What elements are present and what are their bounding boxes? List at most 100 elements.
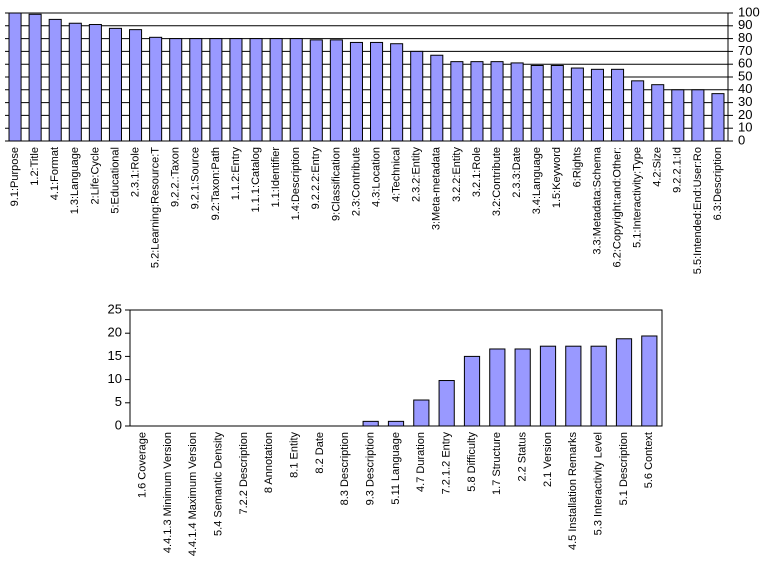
x-tick-label: 1.4:Description bbox=[290, 147, 302, 220]
x-tick-label: 1.1.1:Catalog bbox=[250, 147, 262, 212]
bar bbox=[8, 12, 22, 142]
x-tick-label: 4.4.1.4 Maximum Version bbox=[187, 432, 199, 556]
x-tick-label: 5.5:Intended:End:User:Ro bbox=[692, 147, 704, 274]
x-tick-label: 9:Classification bbox=[330, 147, 342, 221]
x-tick-label: 2:Life:Cycle bbox=[89, 147, 101, 204]
y-tick-label: 20 bbox=[738, 107, 752, 122]
x-tick-label: 3.3:Metadata:Schema bbox=[591, 146, 603, 255]
x-tick-label: 5.1 Description bbox=[618, 432, 630, 505]
y-tick-label: 60 bbox=[738, 56, 752, 71]
bar bbox=[470, 61, 484, 142]
bar bbox=[570, 67, 584, 142]
x-tick-label: 1.1.2:Entry bbox=[230, 147, 242, 201]
bar bbox=[463, 355, 481, 427]
bar bbox=[489, 348, 506, 427]
bar bbox=[413, 399, 430, 427]
x-tick-label: 9.2:Taxon:Path bbox=[210, 147, 222, 220]
x-tick-label: 4.2:Size bbox=[652, 147, 664, 187]
bar bbox=[88, 24, 102, 142]
x-tick-label: 3:Meta-metadata bbox=[431, 146, 443, 230]
y-tick-label: 15 bbox=[108, 348, 122, 363]
x-tick-label: 8.3 Description bbox=[339, 432, 351, 505]
y-tick-label: 70 bbox=[738, 43, 752, 58]
bar bbox=[550, 64, 564, 142]
x-tick-label: 5.3 Interactivity Level bbox=[593, 432, 605, 535]
bar bbox=[269, 38, 283, 142]
bar bbox=[370, 41, 384, 142]
bar bbox=[565, 345, 582, 427]
bar bbox=[28, 13, 42, 142]
y-tick-label: 5 bbox=[115, 394, 122, 409]
x-tick-label: 3.4:Language bbox=[531, 147, 543, 214]
bar bbox=[209, 38, 223, 142]
x-tick-label: 5.1:Interactivity:Type bbox=[632, 147, 644, 248]
bar bbox=[229, 38, 243, 142]
plot-frame bbox=[129, 309, 663, 427]
x-tick-label: 4.7 Duration bbox=[415, 432, 427, 492]
x-tick-label: 5.6 Context bbox=[643, 432, 655, 488]
bar bbox=[390, 43, 404, 142]
x-tick-label: 7.2.2 Description bbox=[238, 432, 250, 515]
x-tick-label: 3.2.2:Entity bbox=[451, 147, 463, 203]
x-tick-label: 5.2:Learning:Resource:T bbox=[150, 147, 162, 268]
y-tick-label: 0 bbox=[115, 417, 122, 432]
x-tick-label: 8.2 Date bbox=[314, 432, 326, 474]
bar bbox=[631, 80, 645, 142]
bar bbox=[149, 36, 163, 142]
bar bbox=[108, 27, 122, 142]
x-tick-label: 9.2.2.:Taxon bbox=[170, 147, 182, 207]
x-tick-label: 1.7 Structure bbox=[491, 432, 503, 495]
bar bbox=[615, 338, 633, 427]
x-tick-label: 4.5 Installation Remarks bbox=[567, 432, 579, 550]
bar bbox=[438, 380, 455, 427]
x-tick-label: 1.2:Title bbox=[29, 147, 41, 186]
bar bbox=[68, 22, 82, 142]
bar bbox=[651, 84, 665, 142]
x-tick-label: 6.3:Description bbox=[712, 147, 724, 220]
x-tick-label: 4.1:Format bbox=[49, 147, 61, 200]
x-tick-label: 1.5:Keyword bbox=[551, 147, 563, 208]
bar bbox=[249, 38, 263, 142]
x-tick-label: 2.3.2:Entity bbox=[411, 147, 423, 203]
x-tick-label: 1.1:Identifier bbox=[270, 147, 282, 208]
bar bbox=[530, 64, 544, 142]
x-tick-label: 2.1 Version bbox=[542, 432, 554, 487]
y-tick-label: 20 bbox=[108, 325, 122, 340]
x-tick-label: 4:Technical bbox=[391, 147, 403, 202]
y-tick-label: 30 bbox=[738, 94, 752, 109]
x-tick-label: 5.8 Difficulty bbox=[466, 432, 478, 492]
x-tick-label: 3.2.1:Role bbox=[471, 147, 483, 197]
y-tick-label: 25 bbox=[108, 301, 122, 316]
x-tick-label: 5.11 Language bbox=[390, 432, 402, 505]
x-tick-label: 1.3:Language bbox=[69, 147, 81, 214]
x-tick-label: 9.1:Purpose bbox=[9, 147, 21, 206]
x-tick-label: 9.2.2.1:Id bbox=[672, 147, 684, 193]
bar bbox=[309, 39, 323, 142]
y-tick-label: 90 bbox=[738, 17, 752, 32]
y-tick-label: 100 bbox=[738, 4, 760, 19]
y-tick-label: 10 bbox=[108, 371, 122, 386]
x-tick-label: 3.2:Contribute bbox=[491, 147, 503, 216]
bar bbox=[641, 335, 658, 427]
x-tick-label: 8 Annotation bbox=[263, 432, 275, 493]
x-tick-label: 8.1 Entity bbox=[289, 432, 301, 478]
y-tick-label: 10 bbox=[738, 120, 752, 135]
x-tick-label: 4.3:Location bbox=[370, 147, 382, 207]
bar bbox=[450, 61, 464, 142]
x-tick-label: 5:Educational bbox=[109, 147, 121, 214]
bar bbox=[410, 50, 424, 142]
x-tick-label: 4.4.1.3 Minimum Version bbox=[162, 432, 174, 553]
bar bbox=[329, 39, 343, 142]
y-tick-label: 0 bbox=[738, 132, 745, 147]
x-tick-label: 5.4 Semantic Density bbox=[213, 432, 225, 536]
bar bbox=[362, 420, 379, 427]
bar bbox=[539, 345, 557, 427]
x-tick-label: 6:Rights bbox=[571, 147, 583, 188]
x-tick-label: 9.3 Description bbox=[365, 432, 377, 505]
x-tick-label: 7.2.1.2 Entry bbox=[441, 432, 453, 495]
bar bbox=[289, 38, 303, 142]
bar bbox=[189, 38, 203, 142]
bar bbox=[490, 61, 504, 142]
